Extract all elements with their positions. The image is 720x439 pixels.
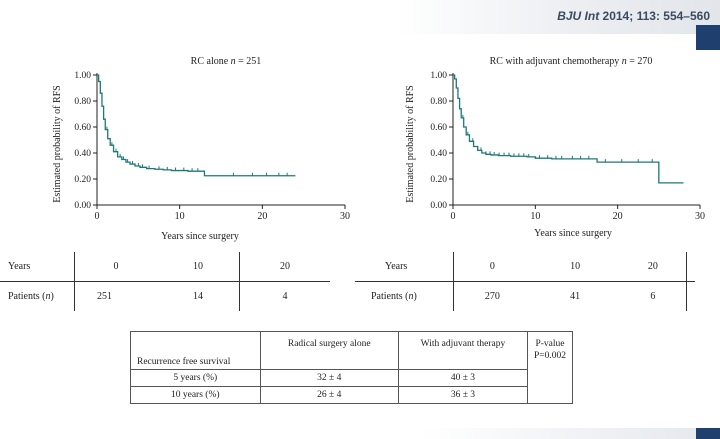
journal-citation: BJU Int 2014; 113: 554–560 [557, 9, 710, 23]
km-chart-rc-alone: RC alone n = 251 Years since surgery Est… [52, 56, 350, 242]
table-cell: 10 [570, 261, 581, 272]
footer-band [420, 428, 696, 439]
x-tick-label: 20 [257, 211, 267, 222]
x-tick-label: 30 [695, 211, 705, 222]
table-cell: 40 ± 3 [397, 369, 528, 387]
journal-volume: 113: [636, 9, 660, 23]
patients-row-label: Patients (n) [355, 281, 455, 311]
x-tick-label: 20 [613, 211, 623, 222]
y-tick-label: 0.40 [74, 149, 91, 159]
table-cell: 20 [280, 261, 290, 272]
chart-title: RC with adjuvant chemotherapy n = 270 [490, 56, 653, 67]
y-tick-label: 0.20 [74, 175, 91, 185]
y-tick-label: 1.00 [74, 71, 91, 81]
x-tick-label: 10 [175, 211, 185, 222]
y-tick-label: 0.60 [430, 123, 447, 133]
x-tick-label: 30 [340, 211, 350, 222]
table-cell: 10 [157, 252, 240, 282]
table-cell: 6 [619, 281, 687, 311]
survival-curve [97, 74, 296, 177]
y-tick-label: 0.00 [74, 201, 91, 211]
patients-row-label: Patients (n) [0, 281, 75, 311]
column-header: With adjuvant therapy [397, 331, 528, 370]
table-cell: 41 [570, 291, 581, 302]
table-cell: 0 [113, 261, 119, 272]
km-chart-rc-adjuvant: RC with adjuvant chemotherapy n = 270 Ye… [405, 56, 705, 239]
table-cell: 0 [489, 261, 495, 272]
table-cell: 270 [484, 291, 500, 302]
risk-table-rc-adjuvant: Years 0 10 20 Patients (n) 270 41 6 [355, 252, 695, 311]
footer-accent [696, 428, 720, 439]
p-value-header: P-value [535, 339, 565, 349]
chart-title: RC alone n = 251 [191, 56, 262, 67]
years-row-label: Years [0, 252, 75, 282]
y-axis-label: Estimated probability of RFS [52, 85, 63, 203]
journal-year: 2014; [602, 9, 634, 23]
risk-table-rc-alone: Years 0 10 20 Patients (n) 251 14 4 [0, 252, 330, 311]
rfs-table: Recurrence free survival Radical surgery… [130, 331, 574, 404]
y-tick-label: 0.80 [430, 97, 447, 107]
column-header: Radical surgery alone [259, 331, 399, 370]
journal-name: BJU Int [557, 9, 600, 23]
table-cell: 4 [282, 291, 288, 302]
y-tick-label: 0.60 [74, 123, 91, 133]
table-cell: 36 ± 3 [397, 386, 528, 404]
survival-curve [453, 74, 684, 184]
table-cell: 26 ± 4 [259, 386, 399, 404]
y-tick-label: 1.00 [430, 71, 447, 81]
y-axis-label: Estimated probability of RFS [405, 85, 416, 203]
x-tick-label: 10 [530, 211, 540, 222]
table-cell: 251 [97, 291, 112, 302]
y-tick-label: 0.00 [430, 201, 447, 211]
header-band [0, 0, 720, 34]
table-cell: 32 ± 4 [259, 369, 399, 387]
p-value: P=0.002 [533, 351, 566, 361]
table-cell: 14 [157, 281, 240, 311]
y-tick-label: 0.80 [74, 97, 91, 107]
x-tick-label: 0 [451, 211, 456, 222]
row-label: 5 years (%) [130, 369, 261, 387]
y-tick-label: 0.20 [430, 175, 447, 185]
x-axis-label: Years since surgery [534, 228, 612, 239]
years-row-label: Years [355, 252, 455, 282]
table-cell: 20 [619, 252, 687, 282]
p-value-cell: P-value P=0.002 [526, 331, 574, 404]
y-tick-label: 0.40 [430, 149, 447, 159]
x-axis-label: Years since surgery [161, 231, 239, 242]
row-label: 10 years (%) [130, 386, 261, 404]
rfs-corner-label: Recurrence free survival [130, 331, 261, 370]
accent-tab [696, 25, 720, 50]
journal-pages: 554–560 [663, 9, 710, 23]
x-tick-label: 0 [95, 211, 100, 222]
